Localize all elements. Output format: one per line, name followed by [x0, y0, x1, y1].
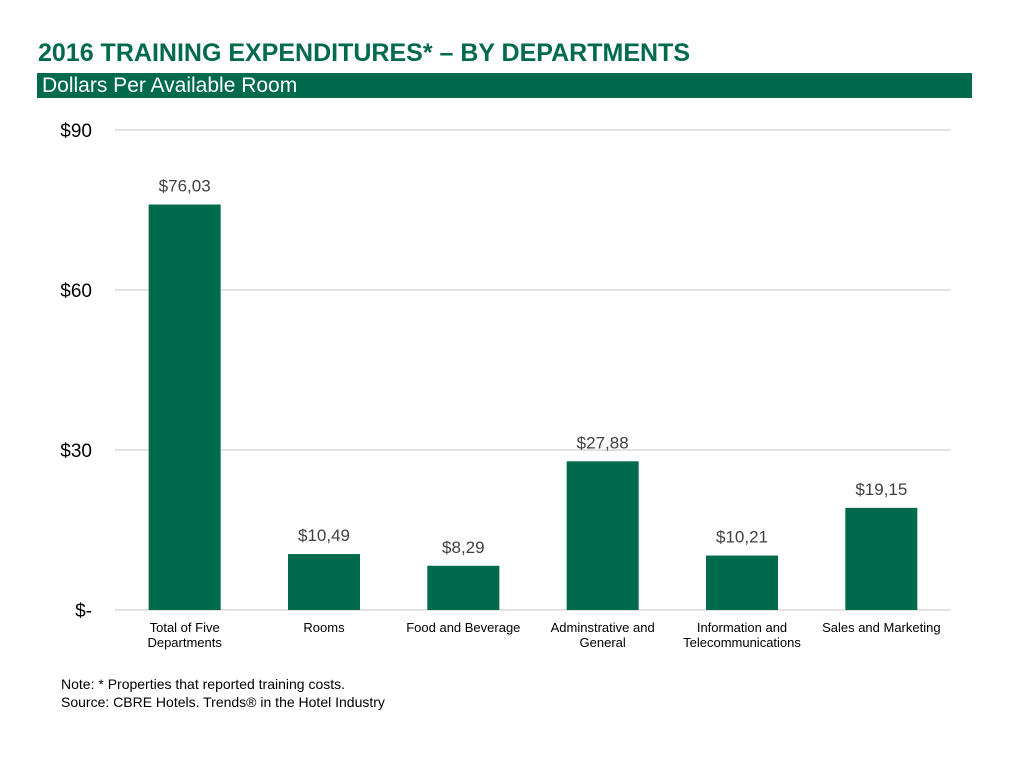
x-tick-label: Food and Beverage — [406, 620, 520, 635]
x-tick-label: Rooms — [303, 620, 345, 635]
data-label: $10,21 — [716, 528, 768, 547]
data-label: $8,29 — [442, 538, 485, 557]
x-tick-label: General — [580, 635, 626, 650]
chart-title: 2016 TRAINING EXPENDITURES* – BY DEPARTM… — [38, 39, 690, 67]
bar — [706, 555, 778, 610]
chart-subtitle: Dollars Per Available Room — [42, 74, 298, 97]
x-tick-label: Sales and Marketing — [822, 620, 941, 635]
x-tick-label: Total of Five — [150, 620, 220, 635]
note-text: Note: * Properties that reported trainin… — [61, 676, 346, 692]
bar — [427, 565, 500, 610]
bar — [288, 554, 360, 610]
subtitle-banner: Dollars Per Available Room — [37, 73, 972, 98]
bar — [566, 461, 639, 610]
x-tick-label: Adminstrative and — [551, 620, 655, 635]
x-tick-label: Information and — [697, 620, 787, 635]
y-tick-label: $30 — [60, 441, 92, 462]
source-text: Source: CBRE Hotels. Trends® in the Hote… — [61, 694, 385, 710]
bar — [148, 204, 221, 611]
x-tick-label: Departments — [147, 635, 222, 650]
x-tick-label: Telecommunications — [683, 635, 801, 650]
data-label: $27,88 — [577, 433, 629, 452]
y-tick-label: $60 — [60, 281, 92, 302]
bar — [845, 507, 918, 610]
data-label: $10,49 — [298, 526, 350, 545]
y-tick-label: $- — [75, 601, 92, 622]
y-tick-label: $90 — [60, 121, 92, 142]
data-label: $76,03 — [159, 177, 211, 196]
data-label: $19,15 — [855, 480, 907, 499]
